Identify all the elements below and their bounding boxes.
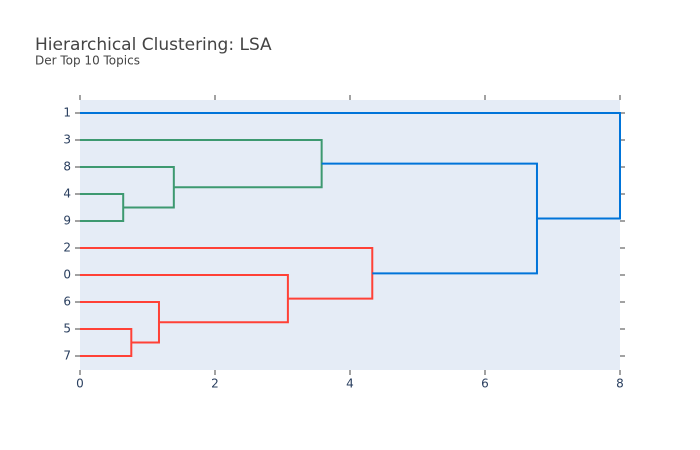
y-tick-label: 1: [63, 106, 71, 120]
chart-title: Hierarchical Clustering: LSA: [35, 35, 272, 55]
y-tick-label: 0: [63, 268, 71, 282]
x-tick-label: 2: [211, 377, 219, 391]
x-tick-label: 8: [616, 377, 624, 391]
y-tick-label: 2: [63, 241, 71, 255]
y-tick-label: 8: [63, 160, 71, 174]
y-tick-label: 4: [63, 187, 71, 201]
dendrogram-link: [80, 112, 621, 220]
y-tick-label: 3: [63, 133, 71, 147]
plot-area: [80, 100, 620, 370]
y-tick-label: 9: [63, 214, 71, 228]
y-tick-label: 5: [63, 322, 71, 336]
y-tick-label: 6: [63, 295, 71, 309]
x-tick-label: 4: [346, 377, 354, 391]
chart-subtitle: Der Top 10 Topics: [35, 54, 140, 68]
y-tick-label: 7: [63, 349, 71, 363]
x-tick-label: 0: [76, 377, 84, 391]
x-tick-label: 6: [481, 377, 489, 391]
